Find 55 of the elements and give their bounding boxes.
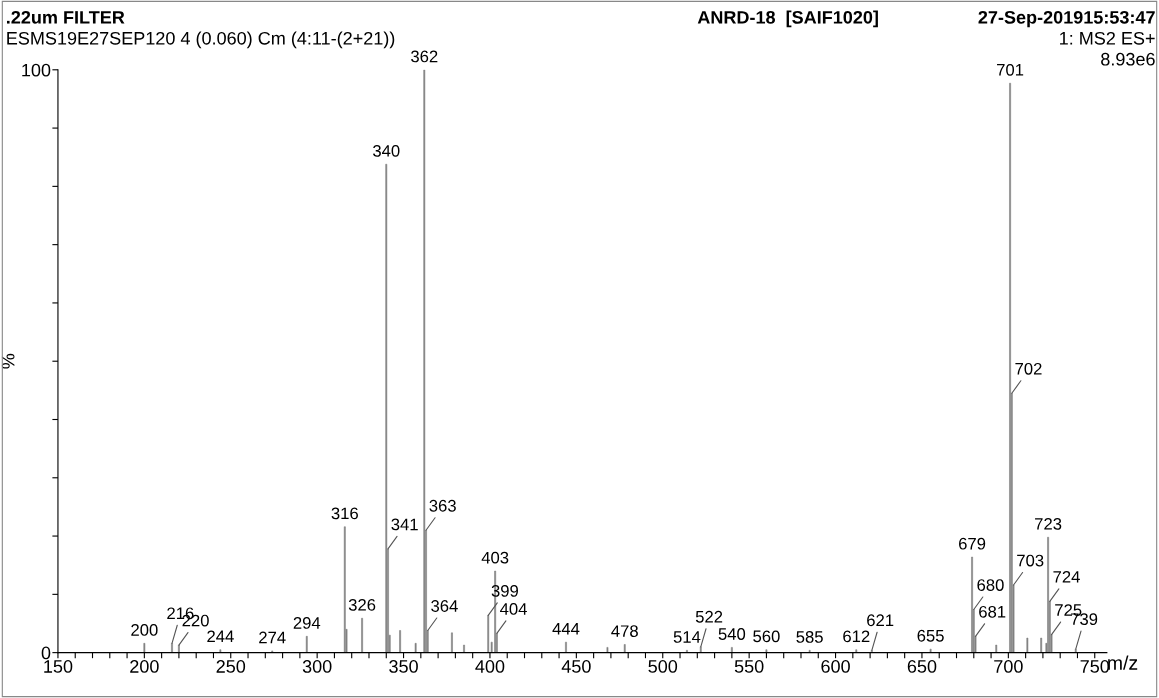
annotation: 404 xyxy=(500,603,527,615)
x-tick-label: 350 xyxy=(389,660,418,673)
x-tick-label: 700 xyxy=(994,660,1023,673)
annotation: 478 xyxy=(611,625,638,638)
annotation: 679 xyxy=(959,537,986,550)
annotation: 701 xyxy=(997,63,1024,76)
annotation: 200 xyxy=(131,624,158,636)
annotation: 294 xyxy=(293,617,321,629)
annotation: 612 xyxy=(843,630,870,643)
annotation: 585 xyxy=(796,631,823,643)
annotation: 703 xyxy=(1017,554,1044,567)
annotation: 681 xyxy=(979,605,1006,618)
annotation: 326 xyxy=(348,598,376,611)
annotation: 655 xyxy=(917,629,944,642)
annotation: 444 xyxy=(552,623,580,635)
x-tick-label: 300 xyxy=(302,660,332,673)
annotation: 364 xyxy=(431,600,458,612)
annotation: 621 xyxy=(867,614,894,627)
x-tick-label: 600 xyxy=(821,660,850,673)
annotation: 702 xyxy=(1015,362,1042,375)
annotation: 363 xyxy=(429,499,456,512)
x-tick-label: 750 xyxy=(1080,660,1110,673)
annotation: 274 xyxy=(259,631,286,644)
chart-title: .22um FILTER xyxy=(7,10,125,24)
annotation: 514 xyxy=(673,631,701,643)
text: 27-Sep-201915:53:47 xyxy=(978,10,1155,28)
annotation: 341 xyxy=(391,518,418,531)
x-tick-label: 650 xyxy=(907,660,937,673)
y-axis-title: % xyxy=(1,353,15,369)
y-tick-label: 100 xyxy=(22,63,51,77)
annotation: 403 xyxy=(481,551,509,564)
x-tick-label: 400 xyxy=(475,660,505,673)
text: ESMS19E27SEP120 4 (0.060) Cm (4:11-(2+21)) xyxy=(7,31,395,49)
annotation: 723 xyxy=(1035,517,1062,530)
annotation: 316 xyxy=(331,507,358,520)
annotation: 399 xyxy=(491,584,518,597)
x-tick-label: 500 xyxy=(648,660,678,673)
annotation: 340 xyxy=(373,144,400,157)
y-tick-label: 0 xyxy=(41,646,51,660)
chart-subtitle: ANRD-18 [SAIF1020] xyxy=(697,10,878,28)
x-axis-title: m/z xyxy=(1108,655,1138,670)
text: 8.93e6 xyxy=(1101,52,1155,66)
annotation: 724 xyxy=(1053,570,1080,583)
x-tick-label: 200 xyxy=(130,660,159,673)
x-tick-label: 150 xyxy=(44,660,73,673)
annotation: 540 xyxy=(718,628,746,640)
annotation: 560 xyxy=(753,630,780,643)
x-tick-label: 250 xyxy=(216,660,246,673)
text: 1: MS2 ES+ xyxy=(1060,31,1155,45)
annotation: 680 xyxy=(977,579,1004,591)
annotation: 244 xyxy=(207,630,234,643)
x-tick-label: 550 xyxy=(734,660,764,673)
x-tick-label: 450 xyxy=(561,660,591,673)
annotation: 522 xyxy=(695,610,723,623)
annotation: 362 xyxy=(411,50,438,63)
